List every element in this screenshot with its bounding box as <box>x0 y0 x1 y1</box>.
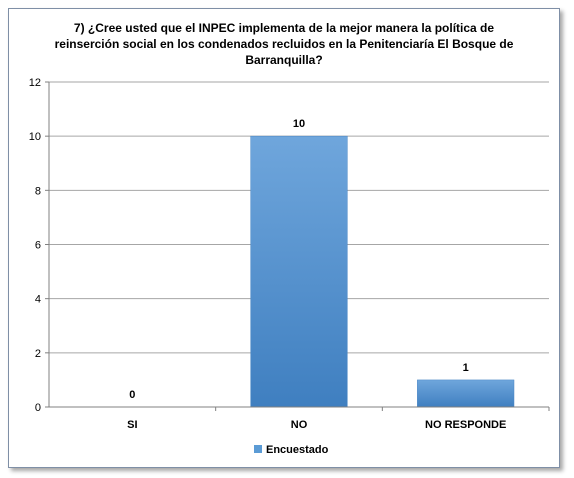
data-label: 10 <box>293 118 305 130</box>
y-tick-label: 8 <box>35 185 41 197</box>
x-category-label: SI <box>127 419 137 431</box>
x-axis-labels: SI NO NO RESPONDE <box>127 419 506 431</box>
legend-swatch-encuestado <box>254 445 262 453</box>
chart-frame: 7) ¿Cree usted que el INPEC implementa d… <box>8 8 560 468</box>
chart-title: 7) ¿Cree usted que el INPEC implementa d… <box>55 21 514 67</box>
chart-title-line-3: Barranquilla? <box>245 53 322 67</box>
data-label: 1 <box>463 362 469 374</box>
axes <box>48 82 550 411</box>
y-tick-label: 10 <box>29 131 41 143</box>
data-labels: 0 10 1 <box>129 118 468 401</box>
y-axis-ticks: 0 2 4 6 8 10 12 <box>29 77 49 414</box>
legend-label-encuestado: Encuestado <box>266 444 329 456</box>
y-tick-label: 0 <box>35 402 41 414</box>
y-tick-label: 6 <box>35 240 41 252</box>
x-category-label: NO <box>291 419 308 431</box>
data-label: 0 <box>129 389 135 401</box>
x-category-label: NO RESPONDE <box>425 419 506 431</box>
y-tick-label: 4 <box>35 294 41 306</box>
bar-no-responde <box>417 379 515 408</box>
bars <box>250 135 515 408</box>
chart-title-line-1: 7) ¿Cree usted que el INPEC implementa d… <box>74 21 494 35</box>
chart-title-line-2: reinserción social en los condenados rec… <box>55 37 514 51</box>
bar-chart: 7) ¿Cree usted que el INPEC implementa d… <box>29 21 550 456</box>
bar-no <box>250 135 348 408</box>
y-tick-label: 2 <box>35 348 41 360</box>
legend: Encuestado <box>254 444 329 456</box>
y-tick-label: 12 <box>29 77 41 89</box>
